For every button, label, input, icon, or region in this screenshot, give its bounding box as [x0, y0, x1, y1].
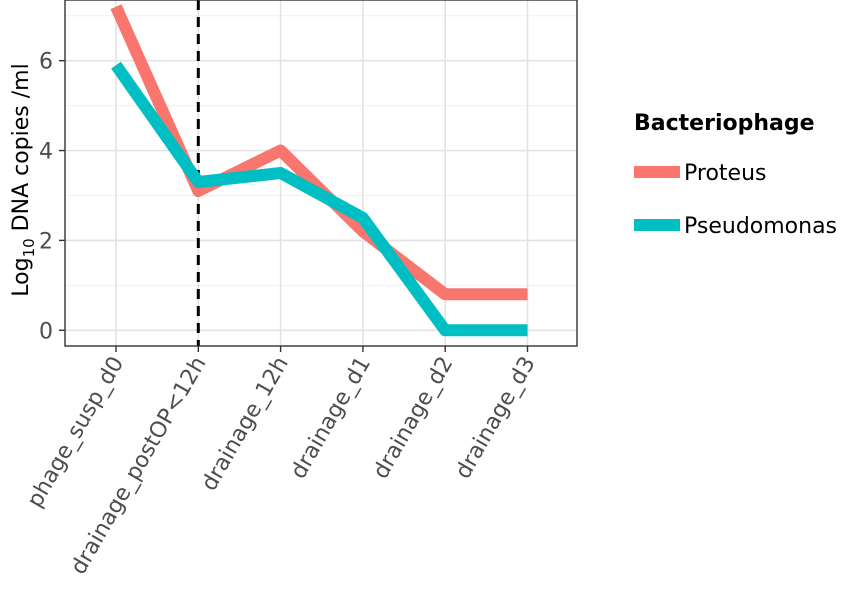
series-lines — [110, 4, 528, 337]
y-tick-label: 2 — [39, 229, 53, 254]
series-line-pseudomonas — [111, 61, 528, 337]
x-tick-label: drainage_d3 — [451, 353, 541, 484]
x-axis-ticks: phage_susp_d0drainage_postOP<12hdrainage… — [23, 346, 541, 579]
plot-panel-border — [64, 0, 578, 347]
x-tick-label: drainage_d2 — [368, 353, 458, 484]
y-tick-label: 4 — [39, 140, 53, 165]
legend-label-proteus: Proteus — [684, 161, 766, 186]
y-axis-title: Log10 DNA copies /ml — [9, 63, 38, 296]
legend-label-pseudomonas: Pseudomonas — [684, 214, 837, 239]
y-tick-label: 0 — [39, 319, 53, 344]
y-axis-ticks: 0 2 4 6 — [39, 50, 65, 344]
legend: Bacteriophage Proteus Pseudomonas — [634, 111, 837, 239]
x-tick-label: drainage_d1 — [286, 353, 376, 484]
legend-title: Bacteriophage — [634, 111, 815, 136]
x-tick-label: drainage_12h — [197, 353, 294, 496]
y-tick-label: 6 — [39, 50, 53, 75]
